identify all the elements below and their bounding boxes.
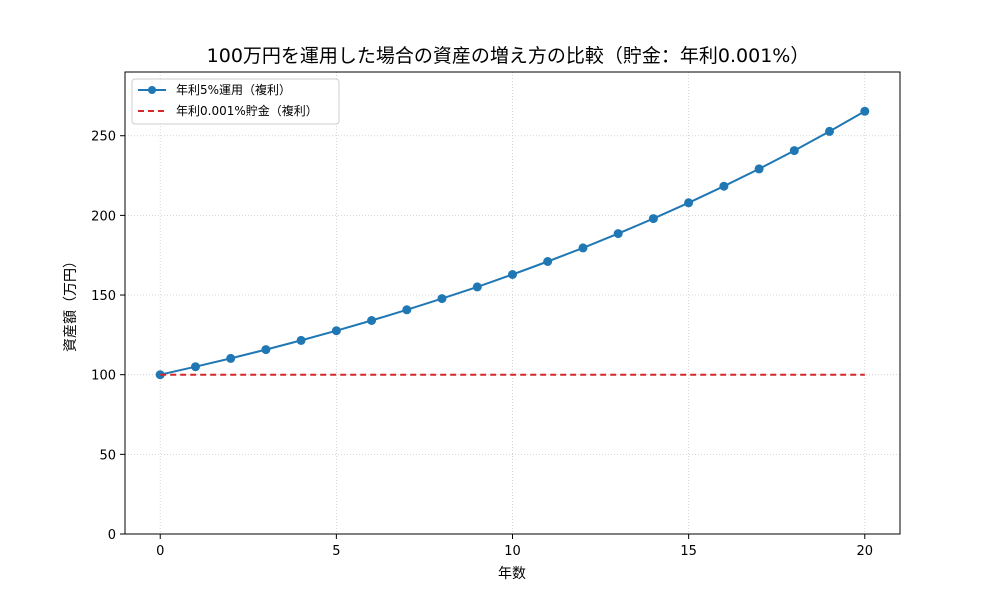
y-axis-label: 資産額（万円） (63, 254, 79, 352)
legend-label: 年利5%運用（複利） (176, 82, 291, 97)
y-tick-label: 250 (91, 130, 116, 145)
x-axis-label: 年数 (498, 566, 526, 582)
data-point (472, 282, 482, 292)
data-point (684, 198, 694, 208)
data-point (543, 257, 553, 266)
x-tick-label: 20 (856, 544, 873, 559)
y-tick-label: 200 (91, 209, 116, 224)
x-tick-label: 15 (680, 544, 697, 559)
data-point (613, 229, 623, 239)
y-tick-label: 0 (108, 528, 116, 543)
data-point (261, 345, 271, 355)
x-tick-label: 0 (156, 544, 164, 559)
y-tick-label: 50 (99, 448, 116, 463)
data-point (191, 362, 200, 372)
legend: 年利5%運用（複利） 年利0.001%貯金（複利） (131, 78, 340, 125)
y-tick-label: 150 (91, 289, 116, 304)
legend-swatch-marker (148, 86, 156, 94)
legend-box (131, 78, 340, 125)
data-point (648, 214, 658, 224)
data-point (226, 353, 236, 363)
data-point (331, 326, 341, 336)
x-tick-label: 10 (504, 544, 521, 559)
series (155, 106, 870, 380)
x-tick-label: 5 (332, 544, 340, 559)
data-point (402, 305, 412, 315)
data-point (437, 294, 447, 304)
chart-title: 100万円を運用した場合の資産の増え方の比較（貯金：年利0.001%） (207, 45, 810, 67)
data-point (719, 181, 729, 191)
data-point (825, 126, 834, 136)
y-tick-label: 100 (91, 369, 116, 384)
data-point (578, 243, 588, 253)
data-point (754, 164, 764, 174)
data-point (860, 106, 870, 116)
data-point (508, 270, 517, 279)
data-point (789, 146, 799, 156)
data-point (367, 316, 377, 325)
data-point (296, 335, 306, 345)
legend-label: 年利0.001%貯金（複利） (176, 103, 318, 118)
